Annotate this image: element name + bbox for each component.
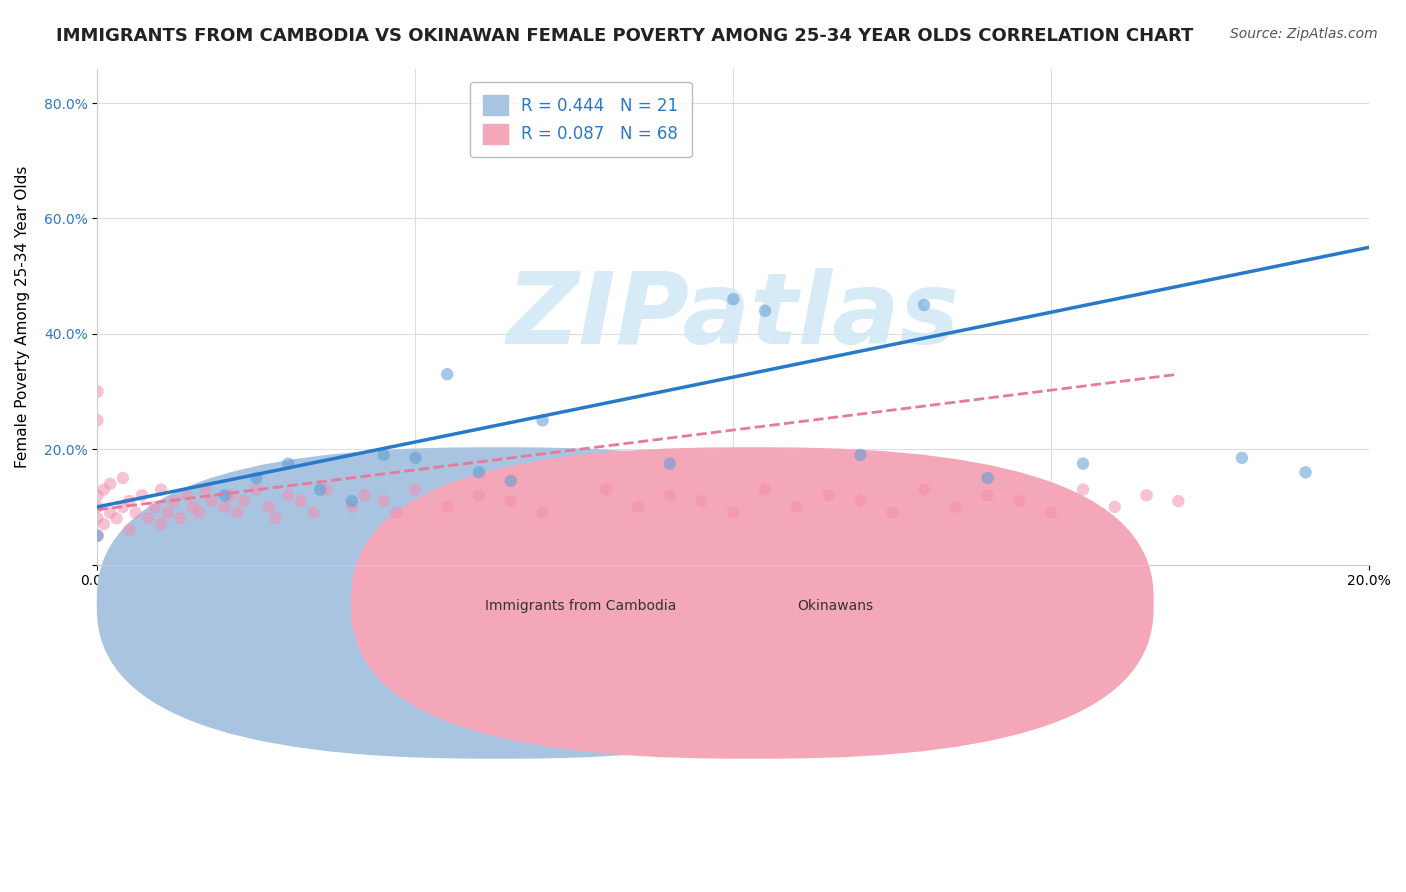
Point <box>404 483 426 497</box>
Point <box>1071 457 1094 471</box>
Point <box>531 413 554 427</box>
Point <box>315 483 337 497</box>
Point <box>1295 465 1317 479</box>
Point <box>499 474 522 488</box>
Point <box>404 450 426 465</box>
Point <box>468 465 491 479</box>
Point <box>214 488 236 502</box>
Point <box>945 500 967 514</box>
Legend: R = 0.444   N = 21, R = 0.087   N = 68: R = 0.444 N = 21, R = 0.087 N = 68 <box>470 82 692 158</box>
Point <box>976 471 998 485</box>
Point <box>385 506 408 520</box>
Point <box>1104 500 1126 514</box>
Point <box>131 488 153 502</box>
Point <box>169 511 191 525</box>
Point <box>86 488 108 502</box>
Point <box>124 506 146 520</box>
Text: Source: ZipAtlas.com: Source: ZipAtlas.com <box>1230 27 1378 41</box>
Point <box>219 488 242 502</box>
Point <box>754 303 776 318</box>
Point <box>86 384 108 399</box>
Point <box>849 494 872 508</box>
Point <box>277 457 299 471</box>
Point <box>201 494 224 508</box>
Point <box>627 500 650 514</box>
Point <box>1167 494 1189 508</box>
Point <box>786 500 808 514</box>
Text: IMMIGRANTS FROM CAMBODIA VS OKINAWAN FEMALE POVERTY AMONG 25-34 YEAR OLDS CORREL: IMMIGRANTS FROM CAMBODIA VS OKINAWAN FEM… <box>56 27 1194 45</box>
Point <box>658 488 681 502</box>
Point <box>226 506 249 520</box>
Point <box>340 500 363 514</box>
Point <box>340 494 363 508</box>
Point <box>912 483 935 497</box>
Point <box>277 488 299 502</box>
FancyBboxPatch shape <box>352 448 1153 758</box>
Text: Immigrants from Cambodia: Immigrants from Cambodia <box>485 599 676 614</box>
Point <box>658 457 681 471</box>
Point <box>245 483 267 497</box>
Point <box>723 292 745 306</box>
Point <box>1071 483 1094 497</box>
Point <box>156 506 179 520</box>
Point <box>176 488 198 502</box>
Point <box>817 488 839 502</box>
Point <box>257 500 280 514</box>
Point <box>468 488 491 502</box>
Point <box>373 448 395 462</box>
Point <box>98 506 121 520</box>
Point <box>181 500 204 514</box>
Point <box>194 483 217 497</box>
Point <box>353 488 375 502</box>
Point <box>163 494 186 508</box>
Point <box>105 511 128 525</box>
Point <box>690 494 713 508</box>
Point <box>531 506 554 520</box>
Point <box>264 511 287 525</box>
Point <box>93 517 115 532</box>
Text: ZIPatlas: ZIPatlas <box>506 268 960 365</box>
Point <box>1008 494 1031 508</box>
Point <box>373 494 395 508</box>
Point <box>86 529 108 543</box>
Point <box>111 500 134 514</box>
Point <box>118 494 141 508</box>
Point <box>93 483 115 497</box>
Point <box>232 494 254 508</box>
Point <box>118 523 141 537</box>
Point <box>214 500 236 514</box>
Point <box>849 448 872 462</box>
Point <box>245 471 267 485</box>
Point <box>595 483 617 497</box>
Point <box>143 500 166 514</box>
Point <box>98 476 121 491</box>
Text: Okinawans: Okinawans <box>797 599 873 614</box>
FancyBboxPatch shape <box>97 448 898 758</box>
Point <box>138 511 160 525</box>
Point <box>723 506 745 520</box>
Point <box>86 511 108 525</box>
Point <box>111 471 134 485</box>
Point <box>302 506 325 520</box>
Point <box>86 529 108 543</box>
Point <box>86 413 108 427</box>
Point <box>436 368 458 382</box>
Point <box>1230 450 1253 465</box>
Point <box>499 494 522 508</box>
Point <box>150 517 173 532</box>
Point <box>754 483 776 497</box>
Point <box>150 483 173 497</box>
Point <box>309 483 332 497</box>
Point <box>86 500 108 514</box>
Point <box>188 506 211 520</box>
Point <box>436 500 458 514</box>
Point <box>976 488 998 502</box>
Point <box>1135 488 1157 502</box>
Point <box>912 298 935 312</box>
Y-axis label: Female Poverty Among 25-34 Year Olds: Female Poverty Among 25-34 Year Olds <box>15 165 30 467</box>
Point <box>882 506 904 520</box>
Point <box>290 494 312 508</box>
Point <box>1040 506 1063 520</box>
